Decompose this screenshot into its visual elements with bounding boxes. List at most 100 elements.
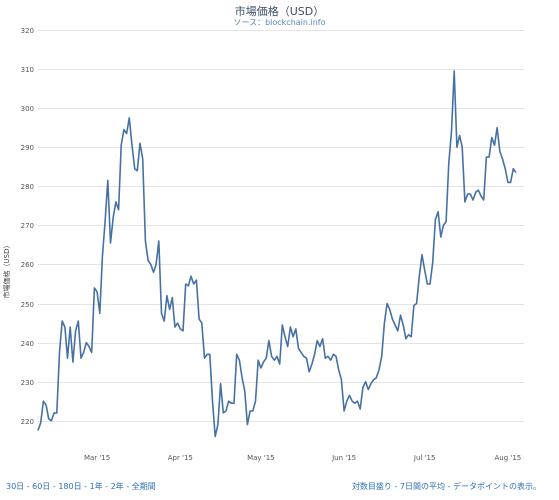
data-point[interactable] bbox=[444, 220, 448, 224]
data-point[interactable] bbox=[173, 325, 177, 329]
data-point[interactable] bbox=[393, 323, 397, 327]
range-link-5[interactable]: 全期間 bbox=[131, 482, 156, 491]
data-point[interactable] bbox=[436, 210, 440, 214]
data-point[interactable] bbox=[79, 356, 83, 360]
data-point[interactable] bbox=[264, 356, 268, 360]
data-point[interactable] bbox=[235, 352, 239, 356]
data-point[interactable] bbox=[369, 382, 373, 386]
range-link-4[interactable]: 2年 bbox=[110, 482, 124, 491]
data-point[interactable] bbox=[87, 345, 91, 349]
option-link-0[interactable]: 対数目盛り bbox=[351, 482, 392, 491]
data-point[interactable] bbox=[509, 180, 513, 184]
data-point[interactable] bbox=[49, 419, 53, 423]
data-point[interactable] bbox=[382, 321, 386, 325]
data-point[interactable] bbox=[208, 352, 212, 356]
data-point[interactable] bbox=[58, 350, 62, 354]
data-point[interactable] bbox=[479, 194, 483, 198]
data-point[interactable] bbox=[125, 132, 129, 136]
data-point[interactable] bbox=[315, 339, 319, 343]
data-point[interactable] bbox=[76, 319, 80, 323]
data-point[interactable] bbox=[450, 130, 454, 134]
data-point[interactable] bbox=[122, 128, 126, 132]
data-point[interactable] bbox=[291, 335, 295, 339]
data-point[interactable] bbox=[439, 235, 443, 239]
data-point[interactable] bbox=[111, 216, 115, 220]
data-point[interactable] bbox=[243, 389, 247, 393]
data-point[interactable] bbox=[200, 321, 204, 325]
data-point[interactable] bbox=[165, 294, 169, 298]
data-point[interactable] bbox=[377, 368, 381, 372]
data-point[interactable] bbox=[511, 167, 515, 171]
option-link-2[interactable]: データポイントの表示 bbox=[453, 482, 533, 491]
data-point[interactable] bbox=[482, 198, 486, 202]
data-point[interactable] bbox=[60, 319, 64, 323]
data-point[interactable] bbox=[135, 169, 139, 173]
data-point[interactable] bbox=[232, 401, 236, 405]
data-point[interactable] bbox=[114, 200, 118, 204]
data-point[interactable] bbox=[256, 358, 260, 362]
data-point[interactable] bbox=[399, 313, 403, 317]
data-point[interactable] bbox=[501, 157, 505, 161]
data-point[interactable] bbox=[390, 317, 394, 321]
data-point[interactable] bbox=[162, 319, 166, 323]
data-point[interactable] bbox=[409, 335, 413, 339]
data-point[interactable] bbox=[189, 274, 193, 278]
data-point[interactable] bbox=[431, 261, 435, 265]
data-point[interactable] bbox=[345, 399, 349, 403]
data-point[interactable] bbox=[84, 341, 88, 345]
data-point[interactable] bbox=[498, 149, 502, 153]
data-point[interactable] bbox=[342, 409, 346, 413]
data-point[interactable] bbox=[280, 323, 284, 327]
data-point[interactable] bbox=[385, 302, 389, 306]
data-point[interactable] bbox=[380, 354, 384, 358]
data-point[interactable] bbox=[197, 317, 201, 321]
data-point[interactable] bbox=[321, 337, 325, 341]
data-point[interactable] bbox=[283, 335, 287, 339]
data-point[interactable] bbox=[337, 368, 341, 372]
data-point[interactable] bbox=[181, 329, 185, 333]
data-point[interactable] bbox=[254, 399, 258, 403]
data-point[interactable] bbox=[216, 423, 220, 427]
data-point[interactable] bbox=[305, 356, 309, 360]
range-link-1[interactable]: 60日 bbox=[32, 482, 51, 491]
data-point[interactable] bbox=[493, 143, 497, 147]
data-point[interactable] bbox=[361, 386, 365, 390]
data-point[interactable] bbox=[68, 325, 72, 329]
data-point[interactable] bbox=[458, 134, 462, 138]
data-point[interactable] bbox=[356, 399, 360, 403]
data-point[interactable] bbox=[95, 290, 99, 294]
data-point[interactable] bbox=[514, 171, 518, 175]
data-point[interactable] bbox=[106, 178, 110, 182]
data-point[interactable] bbox=[203, 356, 207, 360]
data-point[interactable] bbox=[74, 329, 78, 333]
data-point[interactable] bbox=[41, 399, 45, 403]
data-point[interactable] bbox=[176, 321, 180, 325]
data-point[interactable] bbox=[92, 286, 96, 290]
data-point[interactable] bbox=[364, 380, 368, 384]
data-point[interactable] bbox=[415, 302, 419, 306]
data-point[interactable] bbox=[495, 126, 499, 130]
data-point[interactable] bbox=[192, 282, 196, 286]
data-point[interactable] bbox=[471, 198, 475, 202]
option-link-1[interactable]: 7日間の平均 bbox=[399, 482, 446, 491]
data-point[interactable] bbox=[138, 141, 142, 145]
data-point[interactable] bbox=[251, 409, 255, 413]
data-point[interactable] bbox=[313, 352, 317, 356]
data-point[interactable] bbox=[428, 282, 432, 286]
data-point[interactable] bbox=[71, 360, 75, 364]
data-point[interactable] bbox=[318, 345, 322, 349]
data-point[interactable] bbox=[240, 376, 244, 380]
data-point[interactable] bbox=[194, 278, 198, 282]
data-point[interactable] bbox=[401, 323, 405, 327]
data-point[interactable] bbox=[374, 376, 378, 380]
data-point[interactable] bbox=[186, 284, 190, 288]
data-point[interactable] bbox=[170, 296, 174, 300]
chart-subtitle[interactable]: ソース：blockchain.info bbox=[233, 18, 326, 27]
data-point[interactable] bbox=[460, 145, 464, 149]
data-point[interactable] bbox=[157, 239, 161, 243]
data-point[interactable] bbox=[334, 354, 338, 358]
data-point[interactable] bbox=[117, 208, 121, 212]
data-point[interactable] bbox=[90, 350, 94, 354]
data-point[interactable] bbox=[100, 255, 104, 259]
data-point[interactable] bbox=[278, 362, 282, 366]
